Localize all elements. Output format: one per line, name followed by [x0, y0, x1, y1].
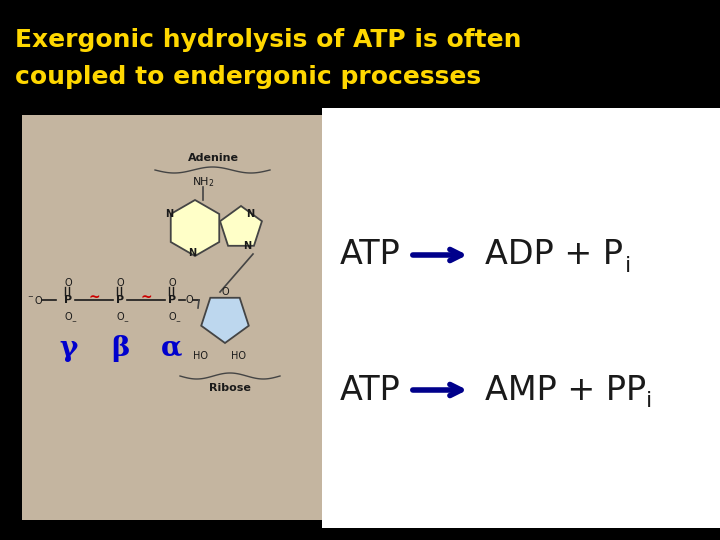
Text: O: O [168, 312, 176, 322]
Text: N: N [246, 209, 254, 219]
Text: HO: HO [232, 351, 246, 361]
Text: P: P [168, 295, 176, 305]
Text: γ: γ [59, 334, 77, 361]
Text: P: P [116, 295, 124, 305]
Text: Exergonic hydrolysis of ATP is often: Exergonic hydrolysis of ATP is often [15, 28, 521, 52]
Text: i: i [646, 391, 652, 411]
Text: Ribose: Ribose [209, 383, 251, 393]
FancyArrowPatch shape [413, 249, 461, 261]
Text: O: O [64, 278, 72, 288]
Text: ATP: ATP [340, 239, 401, 272]
Text: O: O [116, 312, 124, 322]
Text: $^-$: $^-$ [174, 318, 181, 327]
Text: $^-$: $^-$ [71, 318, 78, 327]
Text: N: N [243, 241, 251, 251]
Text: $^-$: $^-$ [122, 318, 130, 327]
Text: $^-$O: $^-$O [26, 294, 44, 306]
Text: N: N [188, 248, 196, 258]
FancyArrowPatch shape [413, 384, 461, 396]
Text: Adenine: Adenine [187, 153, 238, 163]
Bar [22, 115, 322, 520]
Polygon shape [220, 206, 262, 246]
Text: α: α [161, 334, 183, 361]
Text: O: O [168, 278, 176, 288]
Text: NH$_2$: NH$_2$ [192, 175, 215, 189]
Text: O: O [116, 278, 124, 288]
Text: ADP + P: ADP + P [485, 239, 623, 272]
Text: coupled to endergonic processes: coupled to endergonic processes [15, 65, 481, 89]
Text: β: β [111, 334, 129, 361]
Text: ATP: ATP [340, 374, 401, 407]
Text: i: i [625, 256, 631, 276]
Text: ~: ~ [140, 291, 152, 305]
Polygon shape [201, 298, 249, 343]
Text: O: O [185, 295, 193, 305]
Text: P: P [64, 295, 72, 305]
Text: AMP + PP: AMP + PP [485, 374, 646, 407]
Polygon shape [171, 200, 220, 256]
Bar [322, 108, 720, 528]
Text: O: O [64, 312, 72, 322]
Text: O: O [221, 287, 229, 297]
Text: HO: HO [194, 351, 209, 361]
Text: ~: ~ [88, 291, 100, 305]
Text: N: N [165, 209, 173, 219]
